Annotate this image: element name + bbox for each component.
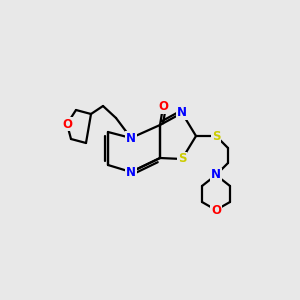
Text: N: N [126, 166, 136, 178]
Text: O: O [158, 100, 168, 113]
Text: O: O [211, 203, 221, 217]
Text: S: S [178, 152, 186, 166]
Text: N: N [211, 169, 221, 182]
Text: N: N [177, 106, 187, 119]
Text: N: N [126, 131, 136, 145]
Text: O: O [62, 118, 72, 130]
Text: S: S [212, 130, 220, 142]
